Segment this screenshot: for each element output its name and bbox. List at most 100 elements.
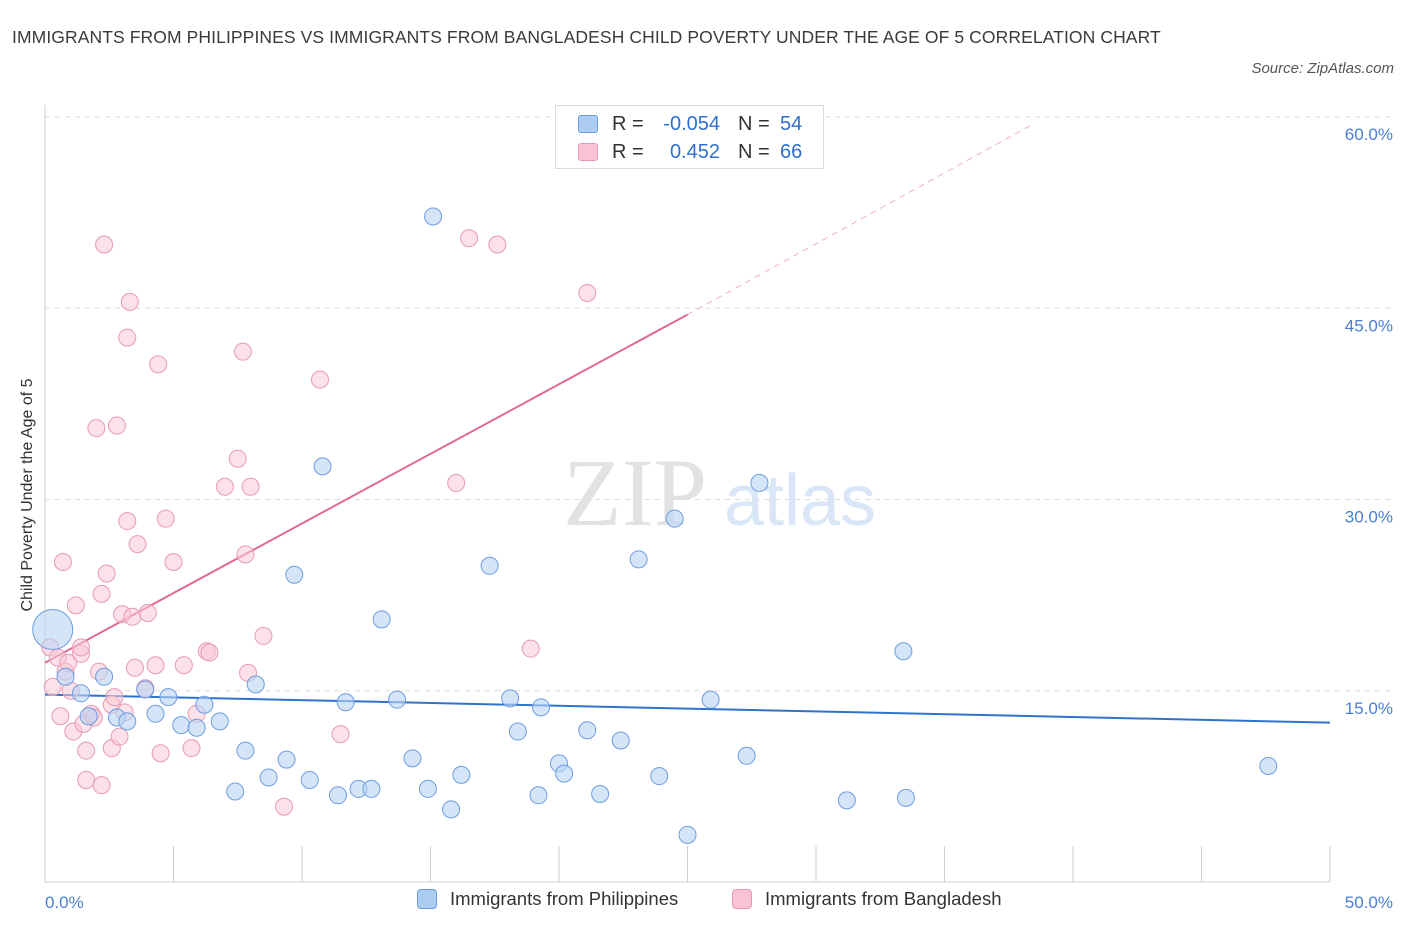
philippines-point xyxy=(611,731,630,750)
philippines-point xyxy=(136,680,155,699)
bangladesh-point xyxy=(182,739,201,758)
bangladesh-point xyxy=(151,744,170,763)
philippines-point xyxy=(480,556,499,575)
philippines-point xyxy=(362,779,381,798)
bangladesh-point xyxy=(51,707,70,726)
legend-item-philippines[interactable]: Immigrants from Philippines xyxy=(417,888,678,910)
philippines-point xyxy=(501,689,520,708)
legend-r-value: 0.452 xyxy=(669,140,720,163)
bangladesh-point xyxy=(118,328,137,347)
bangladesh-point xyxy=(331,725,350,744)
correlation-legend: R = -0.054 N = 54 R = 0.452 N = 66 xyxy=(555,105,824,169)
bangladesh-point xyxy=(92,584,111,603)
philippines-point xyxy=(328,786,347,805)
philippines-point xyxy=(79,707,98,726)
x-tick-label: 0.0% xyxy=(45,893,84,912)
bangladesh-point xyxy=(66,596,85,615)
bangladesh-point xyxy=(95,235,114,254)
bangladesh-point xyxy=(174,656,193,675)
philippines-point xyxy=(896,788,915,807)
legend-label-philippines: Immigrants from Philippines xyxy=(450,888,679,909)
philippines-point xyxy=(388,690,407,709)
bangladesh-point xyxy=(164,552,183,571)
bangladesh-point xyxy=(77,741,96,760)
philippines-point xyxy=(95,667,114,686)
y-tick-label: 60.0% xyxy=(1345,125,1393,144)
philippines-point xyxy=(146,704,165,723)
philippines-point xyxy=(226,782,245,801)
philippines-point xyxy=(32,609,74,651)
legend-swatch-bangladesh xyxy=(578,143,598,161)
bangladesh-point xyxy=(118,512,137,531)
y-tick-label: 15.0% xyxy=(1345,699,1393,718)
bangladesh-point xyxy=(254,626,273,645)
philippines-point xyxy=(210,712,229,731)
grid-lines xyxy=(45,116,1392,692)
bangladesh-point xyxy=(77,771,96,789)
x-tick-label: 50.0% xyxy=(1345,893,1393,912)
legend-n-label: N = xyxy=(738,112,770,135)
bangladesh-point xyxy=(97,564,116,583)
watermark: ZIP atlas xyxy=(563,439,876,546)
bangladesh-trend-extension xyxy=(687,122,1035,316)
watermark-zip: ZIP xyxy=(563,439,707,546)
legend-item-bangladesh[interactable]: Immigrants from Bangladesh xyxy=(732,888,1002,910)
bangladesh-point xyxy=(71,638,90,657)
philippines-point xyxy=(336,693,355,712)
bangladesh-point xyxy=(43,677,62,696)
philippines-point xyxy=(1259,756,1278,775)
philippines-point xyxy=(418,779,437,798)
philippines-point xyxy=(678,825,697,844)
philippines-point xyxy=(650,767,669,786)
legend-row-bangladesh: R = 0.452 N = 66 xyxy=(578,138,802,166)
bangladesh-point xyxy=(120,292,139,311)
bangladesh-point xyxy=(241,477,260,496)
philippines-point xyxy=(403,749,422,768)
philippines-trend-line xyxy=(44,693,1331,724)
bangladesh-point xyxy=(200,643,219,662)
philippines-point xyxy=(187,718,206,737)
philippines-point xyxy=(508,722,527,741)
philippines-point xyxy=(372,610,391,629)
philippines-point xyxy=(578,721,597,740)
philippines-point xyxy=(529,786,548,805)
legend-swatch-philippines xyxy=(578,115,598,133)
legend-n-label: N = xyxy=(738,140,770,163)
bangladesh-point xyxy=(105,688,124,707)
bangladesh-point xyxy=(138,603,157,622)
bangladesh-point xyxy=(123,607,142,626)
philippines-point xyxy=(300,771,319,789)
legend-swatch-philippines xyxy=(417,889,437,909)
philippines-point xyxy=(591,785,610,804)
philippines-point xyxy=(259,768,278,787)
philippines-point xyxy=(285,565,304,584)
legend-swatch-bangladesh xyxy=(732,889,752,909)
legend-label-bangladesh: Immigrants from Bangladesh xyxy=(765,888,1002,909)
series-legend: Immigrants from Philippines Immigrants f… xyxy=(0,888,1406,916)
philippines-point xyxy=(629,550,648,569)
y-tick-label: 30.0% xyxy=(1345,508,1393,527)
legend-row-philippines: R = -0.054 N = 54 xyxy=(578,110,802,138)
bangladesh-point xyxy=(110,727,129,746)
legend-n-value: 54 xyxy=(780,112,803,135)
philippines-point xyxy=(555,764,574,783)
bangladesh-point xyxy=(146,656,165,675)
bangladesh-trend-line xyxy=(44,313,688,664)
philippines-point xyxy=(159,688,178,707)
tick-labels: 15.0% 30.0% 45.0% 60.0% 0.0% 50.0% xyxy=(45,125,1393,912)
axes xyxy=(44,105,1331,883)
chart-title: IMMIGRANTS FROM PHILIPPINES VS IMMIGRANT… xyxy=(12,27,1161,47)
philippines-point xyxy=(172,716,191,735)
bangladesh-point xyxy=(275,797,294,816)
bangladesh-point xyxy=(128,535,147,554)
bangladesh-point xyxy=(521,639,540,658)
bangladesh-point xyxy=(233,342,252,361)
bangladesh-point xyxy=(125,658,144,677)
philippines-point xyxy=(532,698,551,717)
bangladesh-point xyxy=(236,545,255,564)
bangladesh-point xyxy=(87,419,106,438)
philippines-point xyxy=(118,712,137,731)
legend-r-label: R = xyxy=(612,112,644,135)
philippines-points xyxy=(32,207,1278,844)
